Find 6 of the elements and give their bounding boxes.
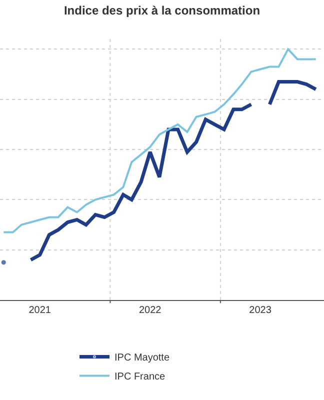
x-tick-label: 2022 [138,305,162,316]
x-tick-label: 2023 [249,305,272,316]
legend-label: IPC Mayotte [114,352,170,364]
legend-label: IPC France [114,372,166,383]
x-tick-label: 2021 [28,305,52,316]
chart-title: Indice des prix à la consommation [64,3,260,18]
